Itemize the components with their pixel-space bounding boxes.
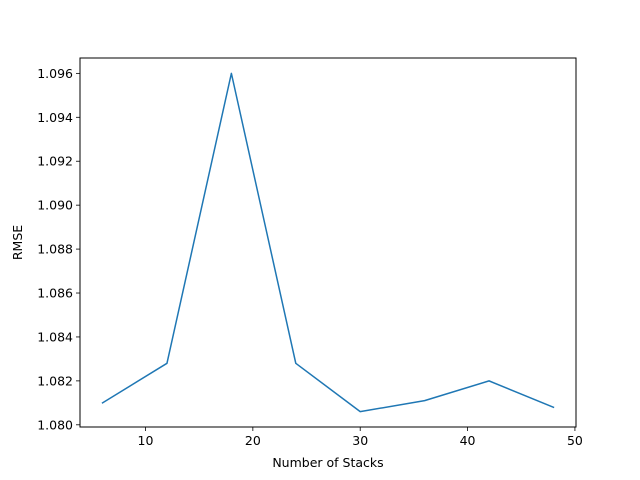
y-tick-label: 1.094 [37,110,73,125]
plot-layer [101,72,555,413]
series-line [101,72,555,413]
y-tick-label: 1.088 [37,242,73,257]
x-tick-label: 40 [460,433,476,448]
x-axis: 10 20 30 40 50 [138,427,583,448]
x-tick-label: 50 [567,433,583,448]
y-axis: 1.080 1.082 1.084 1.086 1.088 1.090 1.092 1.094… [37,66,80,432]
y-tick-label: 1.092 [37,154,73,169]
y-tick-label: 1.082 [37,373,73,388]
x-axis-label: Number of Stacks [272,455,383,470]
y-tick-label: 1.084 [37,329,73,344]
y-tick-label: 1.086 [37,286,73,301]
y-tick-label: 1.090 [37,198,73,213]
y-tick-label: 1.096 [37,66,73,81]
y-tick-label: 1.080 [37,417,73,432]
plot-frame [79,57,577,428]
x-tick-label: 20 [245,433,261,448]
y-axis-label: RMSE [10,225,25,260]
x-tick-label: 10 [138,433,154,448]
x-tick-label: 30 [352,433,368,448]
